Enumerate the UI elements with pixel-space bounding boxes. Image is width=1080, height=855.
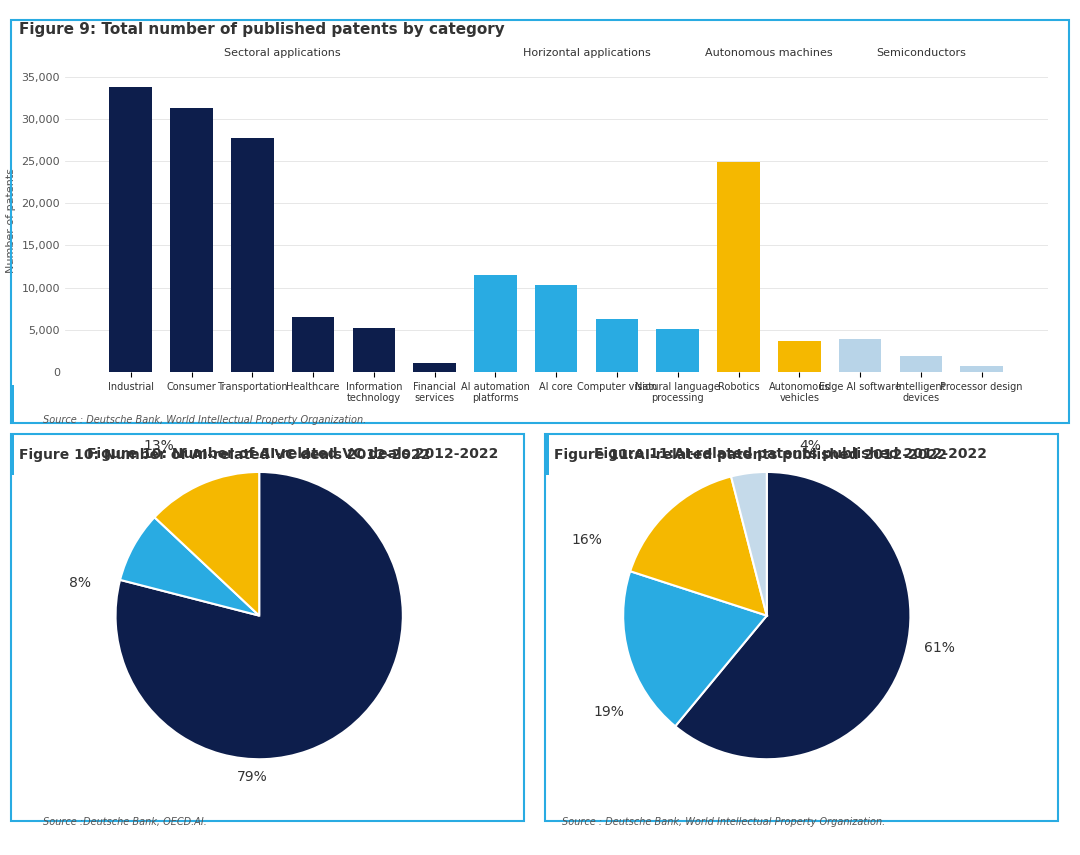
Wedge shape bbox=[116, 472, 403, 759]
Bar bbox=[657, 329, 699, 372]
Text: Source :Deutsche Bank, OECD.AI.: Source :Deutsche Bank, OECD.AI. bbox=[43, 817, 207, 827]
Text: 79%: 79% bbox=[237, 770, 268, 784]
Wedge shape bbox=[675, 472, 910, 759]
Bar bbox=[960, 366, 1003, 372]
Text: 61%: 61% bbox=[923, 640, 955, 655]
Bar bbox=[778, 341, 821, 372]
Bar bbox=[171, 108, 213, 372]
Text: Sectoral applications: Sectoral applications bbox=[225, 48, 341, 58]
Bar bbox=[231, 139, 273, 372]
Wedge shape bbox=[631, 476, 767, 616]
Bar bbox=[414, 363, 456, 372]
Text: Figure 10: Number of AI-related VC deals 2012-2022: Figure 10: Number of AI-related VC deals… bbox=[86, 447, 498, 461]
Text: 13%: 13% bbox=[144, 439, 174, 453]
Text: Figure 9: Total number of published patents by category: Figure 9: Total number of published pate… bbox=[19, 22, 505, 38]
Text: 19%: 19% bbox=[593, 705, 624, 719]
Text: Figure 11:AI-related patents published 2012-2022: Figure 11:AI-related patents published 2… bbox=[594, 447, 987, 461]
Bar bbox=[900, 356, 942, 372]
Bar bbox=[596, 319, 638, 372]
Wedge shape bbox=[154, 472, 259, 616]
Text: Semiconductors: Semiconductors bbox=[876, 48, 966, 58]
Bar bbox=[535, 285, 578, 372]
Text: Figure 11:AI-related patents published 2012-2022: Figure 11:AI-related patents published 2… bbox=[554, 448, 947, 462]
Bar bbox=[292, 317, 335, 372]
Wedge shape bbox=[623, 571, 767, 726]
Bar bbox=[474, 275, 516, 372]
Bar bbox=[109, 87, 152, 372]
Bar bbox=[352, 328, 395, 372]
Text: Figure 10: Number of AI-related VC deals 2012-2022: Figure 10: Number of AI-related VC deals… bbox=[19, 448, 431, 462]
Text: 16%: 16% bbox=[571, 533, 603, 547]
Bar bbox=[717, 162, 760, 372]
Text: Source : Deutsche Bank, World Intellectual Property Organization.: Source : Deutsche Bank, World Intellectu… bbox=[43, 416, 366, 425]
Text: Horizontal applications: Horizontal applications bbox=[523, 48, 650, 58]
Legend: Sectoral applications, Autonomous machines, Semiconductors: Sectoral applications, Autonomous machin… bbox=[648, 606, 810, 661]
Wedge shape bbox=[120, 517, 259, 616]
Y-axis label: Number of patents: Number of patents bbox=[5, 168, 16, 273]
Wedge shape bbox=[731, 472, 767, 616]
Text: 4%: 4% bbox=[799, 439, 821, 453]
Text: Source : Deutsche Bank, World Intellectual Property Organization.: Source : Deutsche Bank, World Intellectu… bbox=[562, 817, 885, 827]
Text: Autonomous machines: Autonomous machines bbox=[705, 48, 833, 58]
Bar bbox=[839, 339, 881, 372]
Text: 8%: 8% bbox=[69, 576, 91, 590]
